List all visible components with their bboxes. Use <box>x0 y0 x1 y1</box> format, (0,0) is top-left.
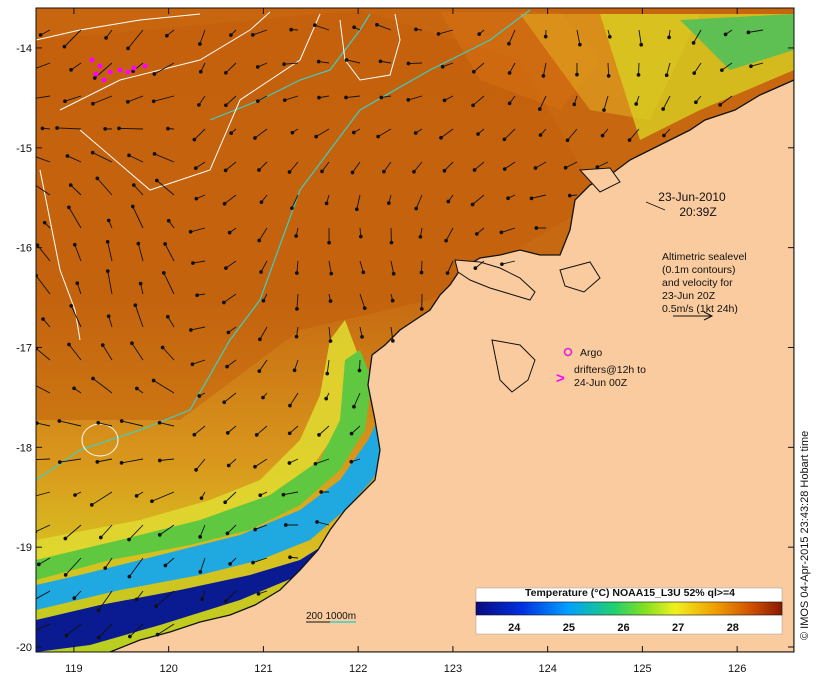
isobath-200m <box>209 13 371 121</box>
argo-label: Argo <box>580 347 602 359</box>
lon-tick-label: 122 <box>349 663 367 675</box>
lon-tick-label: 120 <box>159 663 177 675</box>
drifters-label-line1: drifters@12h to <box>574 364 646 376</box>
drifter-tracks <box>89 57 148 83</box>
colorbar-tick-label: 26 <box>617 622 629 634</box>
longitude-axis: 119 120 121 122 123 124 125 126 <box>65 8 746 675</box>
temperature-colorbar: Temperature (°C) NOAA15_L3U 52% ql>=4 24… <box>475 587 783 635</box>
drifters-label-line2: 24-Jun 00Z <box>574 377 628 389</box>
lon-tick-label: 125 <box>633 663 651 675</box>
svg-text:and velocity for: and velocity for <box>662 277 733 289</box>
colorbar-tick-label: 24 <box>508 622 521 634</box>
svg-text:Altimetric sealevel: Altimetric sealevel <box>662 251 747 263</box>
isobath-1000m <box>36 9 531 481</box>
lat-tick-label: -18 <box>16 442 32 454</box>
lon-tick-label: 121 <box>254 663 272 675</box>
colorbar-title: Temperature (°C) NOAA15_L3U 52% ql>=4 <box>525 587 735 599</box>
lat-tick-label: -15 <box>16 143 32 155</box>
lon-tick-label: 123 <box>444 663 462 675</box>
svg-text:(0.1m contours): (0.1m contours) <box>662 264 736 276</box>
colorbar-tick-label: 25 <box>563 622 575 634</box>
svg-text:23-Jun 20Z: 23-Jun 20Z <box>662 290 716 302</box>
lon-tick-label: 119 <box>65 663 83 675</box>
isobath-legend-label: 200 1000m <box>306 611 356 622</box>
sealevel-legend: Altimetric sealevel (0.1m contours) and … <box>662 251 747 315</box>
lat-tick-label: -16 <box>16 243 32 255</box>
drifter-symbol: > <box>556 370 565 387</box>
observation-date: 23-Jun-2010 <box>658 190 726 204</box>
velocity-arrows <box>36 22 764 640</box>
colorbar-tick-label: 28 <box>727 622 739 634</box>
lat-tick-label: -19 <box>16 542 32 554</box>
lat-tick-label: -14 <box>16 43 32 55</box>
lon-tick-label: 126 <box>728 663 746 675</box>
credit-text: © IMOS 04-Apr-2015 23:43:28 Hobart time <box>799 430 811 640</box>
map-frame <box>35 7 795 653</box>
lat-tick-label: -17 <box>16 342 32 354</box>
lat-tick-label: -20 <box>16 642 32 654</box>
colorbar-tick-label: 27 <box>672 622 684 634</box>
argo-marker <box>563 347 573 357</box>
latitude-axis: -14 -15 -16 -17 -18 -19 -20 <box>16 43 794 654</box>
observation-time: 20:39Z <box>679 205 716 219</box>
lon-tick-label: 124 <box>538 663 556 675</box>
svg-text:0.5m/s (1kt 24h): 0.5m/s (1kt 24h) <box>662 303 738 315</box>
